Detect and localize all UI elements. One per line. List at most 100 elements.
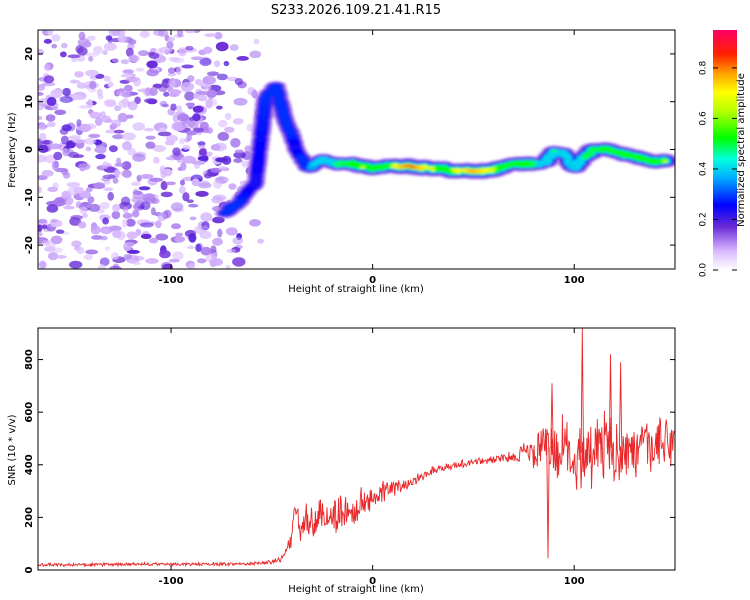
noise-blob (75, 45, 84, 54)
noise-blob (38, 231, 43, 237)
noise-blob (126, 231, 138, 240)
noise-blob (38, 91, 44, 96)
noise-blob (177, 30, 184, 38)
noise-blob (72, 139, 86, 144)
noise-blob (125, 47, 134, 57)
noise-blob (229, 44, 239, 51)
noise-blob (215, 41, 229, 52)
noise-blob (116, 157, 122, 165)
noise-blob (38, 154, 47, 163)
noise-blob (38, 144, 49, 153)
y-tick-label: 20 (24, 47, 35, 61)
noise-blob (41, 169, 54, 177)
ridge-segment (255, 136, 267, 142)
noise-blob (167, 67, 176, 74)
noise-blob (122, 212, 133, 219)
x-tick-label: 100 (564, 275, 585, 286)
noise-blob (79, 167, 86, 172)
noise-blob (228, 183, 237, 190)
noise-blob (165, 134, 178, 143)
noise-blob (181, 64, 194, 69)
ridge-segment (259, 103, 271, 110)
noise-blob (204, 33, 217, 37)
noise-blob (38, 84, 46, 91)
snr-spike (550, 383, 554, 449)
noise-blob (50, 235, 63, 245)
noise-blob (257, 238, 264, 244)
noise-blob (206, 89, 217, 98)
noise-blob (212, 216, 225, 224)
noise-blob (90, 225, 101, 235)
noise-blob (165, 181, 176, 186)
noise-blob (59, 96, 73, 103)
noise-blob (204, 173, 212, 179)
x-tick-label: -100 (159, 576, 184, 587)
noise-blob (97, 93, 104, 100)
noise-blob (164, 140, 175, 146)
noise-blob (140, 201, 151, 210)
ridge-segment (359, 166, 366, 169)
noise-blob (116, 231, 126, 241)
noise-blob (121, 219, 128, 228)
noise-blob (213, 179, 223, 189)
noise-blob (53, 151, 63, 161)
noise-blob (76, 119, 82, 127)
noise-blob (140, 233, 152, 239)
noise-blob (144, 98, 158, 104)
noise-blob (224, 126, 235, 133)
noise-blob (182, 192, 190, 202)
noise-blob (148, 52, 160, 59)
noise-blob (46, 204, 59, 213)
noise-blob (149, 86, 158, 96)
noise-blob (127, 100, 138, 111)
noise-blob (249, 219, 261, 227)
noise-blob (128, 54, 140, 63)
noise-blob (159, 250, 171, 259)
noise-blob (202, 75, 216, 85)
colorbar-tick-label: 0.0 (699, 263, 709, 278)
noise-blob (154, 220, 162, 229)
noise-blob (126, 249, 140, 254)
noise-blob (38, 123, 47, 131)
noise-blob (138, 186, 151, 191)
noise-blob (135, 67, 145, 72)
colorbar-scale (713, 30, 737, 270)
noise-blob (162, 263, 173, 269)
noise-blob (107, 191, 114, 201)
noise-blob (188, 263, 195, 269)
noise-blob (236, 56, 249, 61)
noise-blob (60, 135, 69, 145)
snr-spike (618, 362, 623, 451)
noise-blob (112, 177, 119, 184)
noise-blob (51, 34, 61, 42)
noise-blob (186, 130, 197, 136)
noise-blob (99, 202, 110, 210)
noise-blob (62, 87, 71, 97)
noise-blob (213, 60, 221, 68)
noise-blob (172, 147, 181, 156)
colorbar-label: Normalized spectral amplitude (736, 73, 747, 227)
noise-blob (170, 154, 185, 158)
noise-blob (85, 69, 99, 77)
ridge-segment (253, 151, 265, 157)
noise-blob (139, 30, 150, 38)
noise-blob (175, 232, 184, 237)
colorbar: 0.0 0.2 0.4 0.6 0.8 Normalized spectral ampl… (699, 30, 747, 278)
noise-blob (120, 196, 131, 206)
noise-blob (66, 182, 81, 188)
noise-blob (121, 161, 132, 171)
snr-y-label: SNR (10 * v/v) (7, 414, 18, 485)
x-tick-label: -100 (159, 275, 184, 286)
y-tick-label: 800 (24, 349, 35, 370)
noise-blob (172, 251, 184, 260)
y-tick-label: 200 (24, 507, 35, 528)
noise-blob (200, 246, 212, 256)
noise-blob (157, 131, 172, 137)
noise-blob (95, 153, 106, 160)
noise-blob (125, 218, 136, 227)
ridge-segment (257, 119, 269, 126)
noise-blob (187, 245, 195, 250)
noise-blob (65, 140, 76, 149)
noise-blob (216, 73, 228, 81)
